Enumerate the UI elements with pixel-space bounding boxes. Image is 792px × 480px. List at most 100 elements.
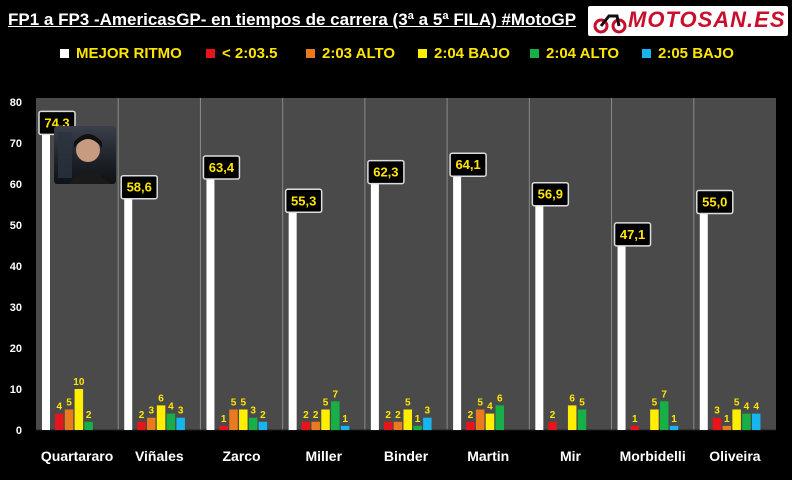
bar-small (650, 409, 659, 430)
legend-label: MEJOR RITMO (76, 44, 182, 62)
value-label: 58,6 (127, 180, 152, 195)
bar-small (311, 421, 320, 430)
legend-label: 2:03 ALTO (322, 44, 396, 62)
bar-small-label: 1 (415, 414, 421, 425)
bar-small-label: 2 (260, 410, 266, 421)
bar-small (495, 405, 505, 430)
bar-small (331, 401, 340, 430)
x-tick-label: Miller (305, 448, 343, 464)
value-label: 55,0 (702, 195, 727, 210)
x-tick-label: Zarco (222, 448, 261, 464)
x-tick-label: Viñales (134, 448, 184, 464)
value-label-box (696, 189, 734, 215)
bar-small-label: 1 (632, 414, 638, 425)
value-label-box (613, 222, 652, 247)
bar-small (475, 409, 485, 430)
y-tick-label: 20 (10, 343, 22, 355)
bar-small (321, 409, 330, 430)
y-tick-label: 60 (10, 179, 22, 191)
bar-small (383, 421, 393, 430)
value-label-box (120, 174, 158, 200)
legend-swatch (530, 48, 539, 58)
value-label-box (202, 155, 241, 180)
legend-item: < 2:03.5 (206, 42, 277, 64)
bar-small (751, 413, 761, 430)
bar-small (301, 421, 311, 430)
bar-small-label: 3 (425, 406, 431, 417)
bar-mejor-ritmo (42, 125, 50, 430)
legend-item: 2:05 BAJO (642, 42, 734, 64)
legend-swatch (60, 48, 69, 58)
value-label-box (284, 188, 323, 214)
x-tick-label: Quartararo (40, 448, 114, 464)
bar-small-label: 2 (468, 410, 474, 421)
bar-small-label: 2 (313, 410, 319, 421)
bar-small-label: 2 (385, 410, 391, 421)
bar-small (732, 409, 741, 430)
bar-small (393, 421, 403, 430)
bar-small (413, 425, 422, 430)
bar-small-label: 5 (231, 398, 237, 409)
bar-mejor-ritmo (617, 236, 626, 430)
bar-small-label: 5 (652, 398, 658, 409)
motorbike-icon (593, 14, 627, 34)
value-label: 63,4 (209, 160, 235, 175)
bar-small-label: 6 (158, 393, 164, 404)
bar-small-label: 7 (333, 389, 339, 400)
bar-small-label: 2 (86, 410, 92, 421)
legend-label: < 2:03.5 (222, 44, 278, 62)
bar-small (55, 413, 64, 430)
value-label: 64,1 (455, 157, 480, 172)
x-tick-label: Martin (467, 448, 510, 464)
x-axis-labels: Quartararo Viñales Zarco Miller Binder Martin… (0, 448, 792, 470)
bar-small-label: 3 (148, 406, 154, 417)
legend-swatch (642, 48, 651, 58)
legend-swatch (418, 48, 427, 58)
bar-mejor-ritmo (370, 174, 379, 430)
x-tick-label: Morbidelli (619, 448, 686, 464)
legend-label: 2:05 BAJO (658, 44, 734, 62)
bar-mejor-ritmo (535, 196, 544, 430)
bar-small-label: 5 (66, 398, 72, 409)
bar-small-label: 1 (671, 414, 677, 425)
bar-small-label: 3 (178, 406, 184, 417)
legend-item: 2:04 BAJO (418, 42, 510, 64)
legend-item: 2:03 ALTO (306, 42, 395, 64)
legend-label: 2:04 ALTO (546, 44, 620, 62)
value-label: 56,9 (538, 187, 563, 202)
bar-small (248, 417, 258, 430)
bar-small (577, 409, 587, 430)
bar-mejor-ritmo (206, 170, 215, 430)
bar-small-label: 1 (724, 414, 730, 425)
bar-small-label: 3 (714, 406, 720, 417)
bar-small (403, 409, 412, 430)
bar-small-label: 4 (753, 402, 759, 413)
bar-small (742, 413, 751, 430)
x-tick-label: Binder (383, 448, 429, 464)
y-tick-label: 30 (10, 302, 22, 314)
bar-small-label: 6 (569, 393, 575, 404)
bar-small (485, 413, 495, 430)
bar-small-label: 5 (734, 398, 740, 409)
y-tick-label: 50 (10, 220, 22, 232)
bar-small (423, 417, 432, 430)
bar-small-label: 2 (395, 410, 401, 421)
bar-small-label: 5 (579, 398, 585, 409)
legend-item: 2:04 ALTO (530, 42, 619, 64)
logo-text: MOTOSAN.ES (628, 7, 786, 32)
value-label-box (449, 152, 487, 177)
y-tick-label: 0 (16, 425, 22, 437)
bar-small (64, 409, 74, 430)
bar-small-label: 4 (487, 402, 493, 413)
bar-small (712, 417, 722, 430)
bar-small (258, 421, 268, 430)
bar-small-label: 5 (477, 398, 483, 409)
bar-small-label: 5 (241, 398, 247, 409)
bar-small (548, 421, 557, 430)
x-tick-label: Oliveira (709, 448, 761, 464)
legend-swatch (206, 48, 215, 58)
bar-small-label: 5 (405, 398, 411, 409)
bar-small (74, 389, 84, 430)
bar-small (567, 405, 577, 430)
bar-small-label: 4 (168, 402, 174, 413)
